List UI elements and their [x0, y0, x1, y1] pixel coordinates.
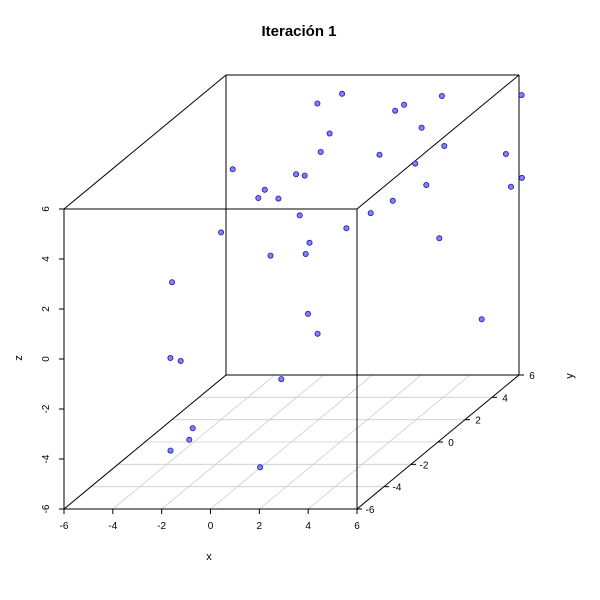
x-tick-label: -2 [157, 521, 166, 532]
data-point [278, 376, 285, 383]
z-tick-label: -2 [41, 404, 52, 413]
box-edge [63, 74, 227, 210]
data-point [167, 354, 174, 361]
data-point [255, 194, 262, 201]
data-point [392, 107, 399, 114]
data-point [169, 279, 176, 286]
data-point [339, 90, 346, 97]
y-tick-label: -6 [366, 505, 375, 516]
data-point [275, 195, 282, 202]
data-points [167, 90, 525, 471]
data-point [418, 124, 425, 131]
data-point [412, 160, 419, 167]
x-tick-label: -6 [60, 521, 69, 532]
data-point [367, 210, 374, 217]
data-point [186, 436, 193, 443]
z-tick-label: -4 [41, 454, 52, 463]
data-point [518, 174, 525, 181]
data-point [441, 142, 448, 149]
data-point [389, 197, 396, 204]
data-point [304, 310, 311, 317]
data-point [189, 425, 196, 432]
x-tick-label: -4 [108, 521, 117, 532]
z-tick-label: 6 [41, 206, 52, 212]
data-point [478, 316, 485, 323]
data-point [507, 183, 514, 190]
x-tick-label: 6 [354, 521, 360, 532]
data-point [218, 229, 225, 236]
data-point [306, 239, 313, 246]
z-tick-label: 4 [41, 256, 52, 262]
data-point [376, 151, 383, 158]
data-point [317, 148, 324, 155]
data-point [177, 357, 184, 364]
y-tick-label: 4 [502, 393, 508, 404]
data-point [314, 100, 321, 107]
y-tick-label: -4 [393, 483, 402, 494]
data-point [518, 92, 525, 99]
z-axis-label: z [13, 355, 25, 361]
x-tick-label: 0 [208, 521, 214, 532]
z-tick-label: 2 [41, 306, 52, 312]
data-point [343, 225, 350, 232]
data-point [167, 447, 174, 454]
data-point [423, 181, 430, 188]
chart-title: Iteración 1 [261, 23, 336, 40]
y-tick-label: 2 [475, 416, 481, 427]
data-point [267, 252, 274, 259]
box-edge [63, 374, 227, 510]
data-point [326, 130, 333, 137]
y-axis-label: y [564, 373, 576, 379]
data-point [296, 212, 303, 219]
data-point [261, 186, 268, 193]
x-tick-label: 4 [305, 521, 311, 532]
data-point [438, 93, 445, 100]
x-tick-label: 2 [257, 521, 263, 532]
z-tick-label: -6 [41, 504, 52, 513]
y-tick-label: 6 [529, 371, 535, 382]
data-point [257, 464, 264, 471]
data-point [293, 171, 300, 178]
axes: -6 -4 -2 0 2 4 6 -6 -4 -2 0 2 4 6 -6 -4 -2 0 2 4 6 [41, 206, 535, 532]
data-point [314, 330, 321, 337]
data-point [301, 172, 308, 179]
y-tick-label: -2 [420, 460, 429, 471]
x-axis-label: x [206, 551, 212, 563]
z-tick-label: 0 [41, 356, 52, 362]
y-tick-label: 0 [448, 438, 454, 449]
data-point [502, 150, 509, 157]
data-point [302, 250, 309, 257]
data-point [229, 166, 236, 173]
box-edge [356, 74, 520, 210]
data-point [436, 235, 443, 242]
data-point [401, 101, 408, 108]
